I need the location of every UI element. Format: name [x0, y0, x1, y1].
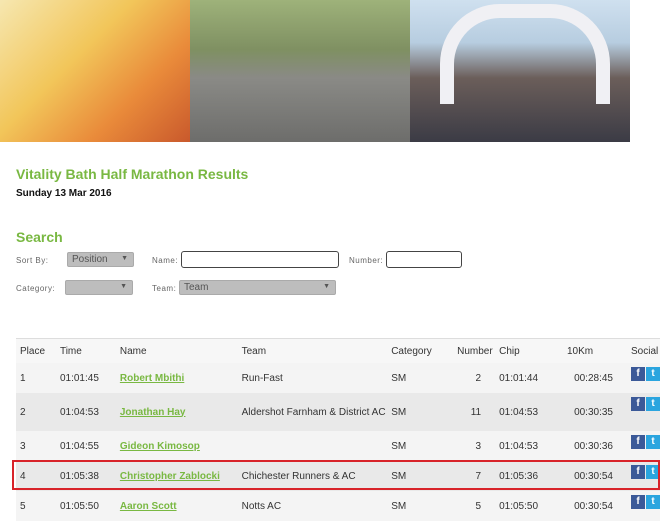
- table-row: 2 01:04:53 Jonathan Hay Aldershot Farnham &…: [16, 393, 660, 431]
- col-social: Social: [627, 338, 660, 363]
- cell-number: 7: [475, 470, 482, 482]
- cell-10km: 00:30:36: [574, 440, 613, 452]
- cell-place: 1: [20, 372, 26, 384]
- cell-category: SM: [391, 500, 407, 512]
- cell-10km: 00:30:54: [574, 500, 613, 512]
- category-label: Category:: [16, 284, 56, 293]
- cell-category: SM: [391, 470, 407, 482]
- twitter-share-icon[interactable]: t: [646, 367, 660, 381]
- number-label: Number:: [349, 256, 384, 265]
- table-row: 1 01:01:45 Robert Mbithi Run-Fast SM 2 01:01:4…: [16, 363, 660, 393]
- cell-category: SM: [391, 440, 407, 452]
- name-label: Name:: [152, 256, 179, 265]
- cell-time: 01:05:50: [59, 500, 99, 512]
- facebook-share-icon[interactable]: f: [631, 465, 645, 479]
- facebook-share-icon[interactable]: f: [631, 495, 645, 509]
- cell-chip: 01:04:53: [499, 440, 539, 452]
- col-category: Category: [387, 338, 454, 363]
- number-input[interactable]: [386, 251, 462, 268]
- cell-team: Chichester Runners & AC: [241, 470, 356, 482]
- facebook-share-icon[interactable]: f: [631, 367, 645, 381]
- cell-team: Notts AC: [241, 500, 282, 512]
- banner-arch: [440, 4, 610, 104]
- banner-photo-road-runners: [190, 0, 410, 142]
- cell-10km: 00:30:54: [574, 470, 613, 482]
- event-date: Sunday 13 Mar 2016: [16, 188, 112, 199]
- cell-number: 11: [470, 406, 482, 418]
- name-input[interactable]: [181, 251, 339, 268]
- twitter-share-icon[interactable]: t: [646, 495, 660, 509]
- col-team: Team: [237, 338, 388, 363]
- cell-10km: 00:28:45: [574, 372, 613, 384]
- cell-place: 4: [20, 470, 26, 482]
- col-name: Name: [115, 338, 238, 363]
- runner-name-link[interactable]: Jonathan Hay: [119, 406, 186, 418]
- col-time: Time: [55, 338, 116, 363]
- runner-name-link[interactable]: Christopher Zablocki: [119, 470, 220, 482]
- sort-select[interactable]: Position ▼: [67, 252, 134, 267]
- chevron-down-icon: ▼: [323, 283, 330, 290]
- twitter-share-icon[interactable]: t: [646, 465, 660, 479]
- cell-10km: 00:30:35: [574, 406, 613, 418]
- cell-number: 5: [475, 500, 482, 512]
- page-title: Vitality Bath Half Marathon Results: [16, 166, 249, 182]
- cell-place: 3: [20, 440, 26, 452]
- cell-category: SM: [391, 372, 407, 384]
- search-title: Search: [16, 229, 63, 245]
- results-table: Place Time Name Team Category Number Chi…: [16, 338, 660, 521]
- cell-time: 01:05:38: [59, 470, 99, 482]
- chevron-down-icon: ▼: [121, 255, 128, 262]
- cell-chip: 01:04:53: [499, 406, 539, 418]
- runner-name-link[interactable]: Robert Mbithi: [119, 372, 185, 384]
- table-row: 4 01:05:38 Christopher Zablocki Chichester …: [16, 461, 660, 491]
- runner-name-link[interactable]: Aaron Scott: [119, 500, 177, 512]
- sort-label: Sort By:: [16, 256, 49, 265]
- cell-team: Aldershot Farnham & District AC: [241, 406, 386, 418]
- col-number: Number: [453, 338, 496, 363]
- cell-chip: 01:05:50: [499, 500, 539, 512]
- twitter-share-icon[interactable]: t: [646, 435, 660, 449]
- table-header: Place Time Name Team Category Number Chi…: [16, 338, 660, 363]
- col-chip: Chip: [495, 338, 563, 363]
- banner-photo-runner-celebrating: [0, 0, 190, 142]
- col-10km: 10Km: [562, 338, 627, 363]
- cell-place: 5: [20, 500, 26, 512]
- cell-time: 01:01:45: [59, 372, 99, 384]
- team-value: Team: [184, 282, 209, 293]
- cell-number: 2: [475, 372, 482, 384]
- col-place: Place: [16, 338, 56, 363]
- team-label: Team:: [152, 284, 177, 293]
- team-select[interactable]: Team ▼: [179, 280, 336, 295]
- highlighted-row-outline: [12, 460, 660, 490]
- table-row: 5 01:05:50 Aaron Scott Notts AC SM 5 01:05:50 0…: [16, 491, 660, 521]
- runner-name-link[interactable]: Gideon Kimosop: [119, 440, 200, 452]
- cell-team: Run-Fast: [241, 372, 283, 384]
- facebook-share-icon[interactable]: f: [631, 435, 645, 449]
- cell-chip: 01:05:36: [499, 470, 539, 482]
- cell-place: 2: [20, 406, 26, 418]
- category-select[interactable]: ▼: [65, 280, 133, 295]
- cell-category: SM: [391, 406, 407, 418]
- chevron-down-icon: ▼: [120, 283, 127, 290]
- sort-value: Position: [72, 254, 108, 265]
- facebook-share-icon[interactable]: f: [631, 397, 645, 411]
- cell-time: 01:04:55: [59, 440, 99, 452]
- table-row: 3 01:04:55 Gideon Kimosop SM 3 01:04:53 00:30:…: [16, 431, 660, 461]
- cell-time: 01:04:53: [59, 406, 99, 418]
- twitter-share-icon[interactable]: t: [646, 397, 660, 411]
- cell-chip: 01:01:44: [499, 372, 539, 384]
- cell-number: 3: [475, 440, 482, 452]
